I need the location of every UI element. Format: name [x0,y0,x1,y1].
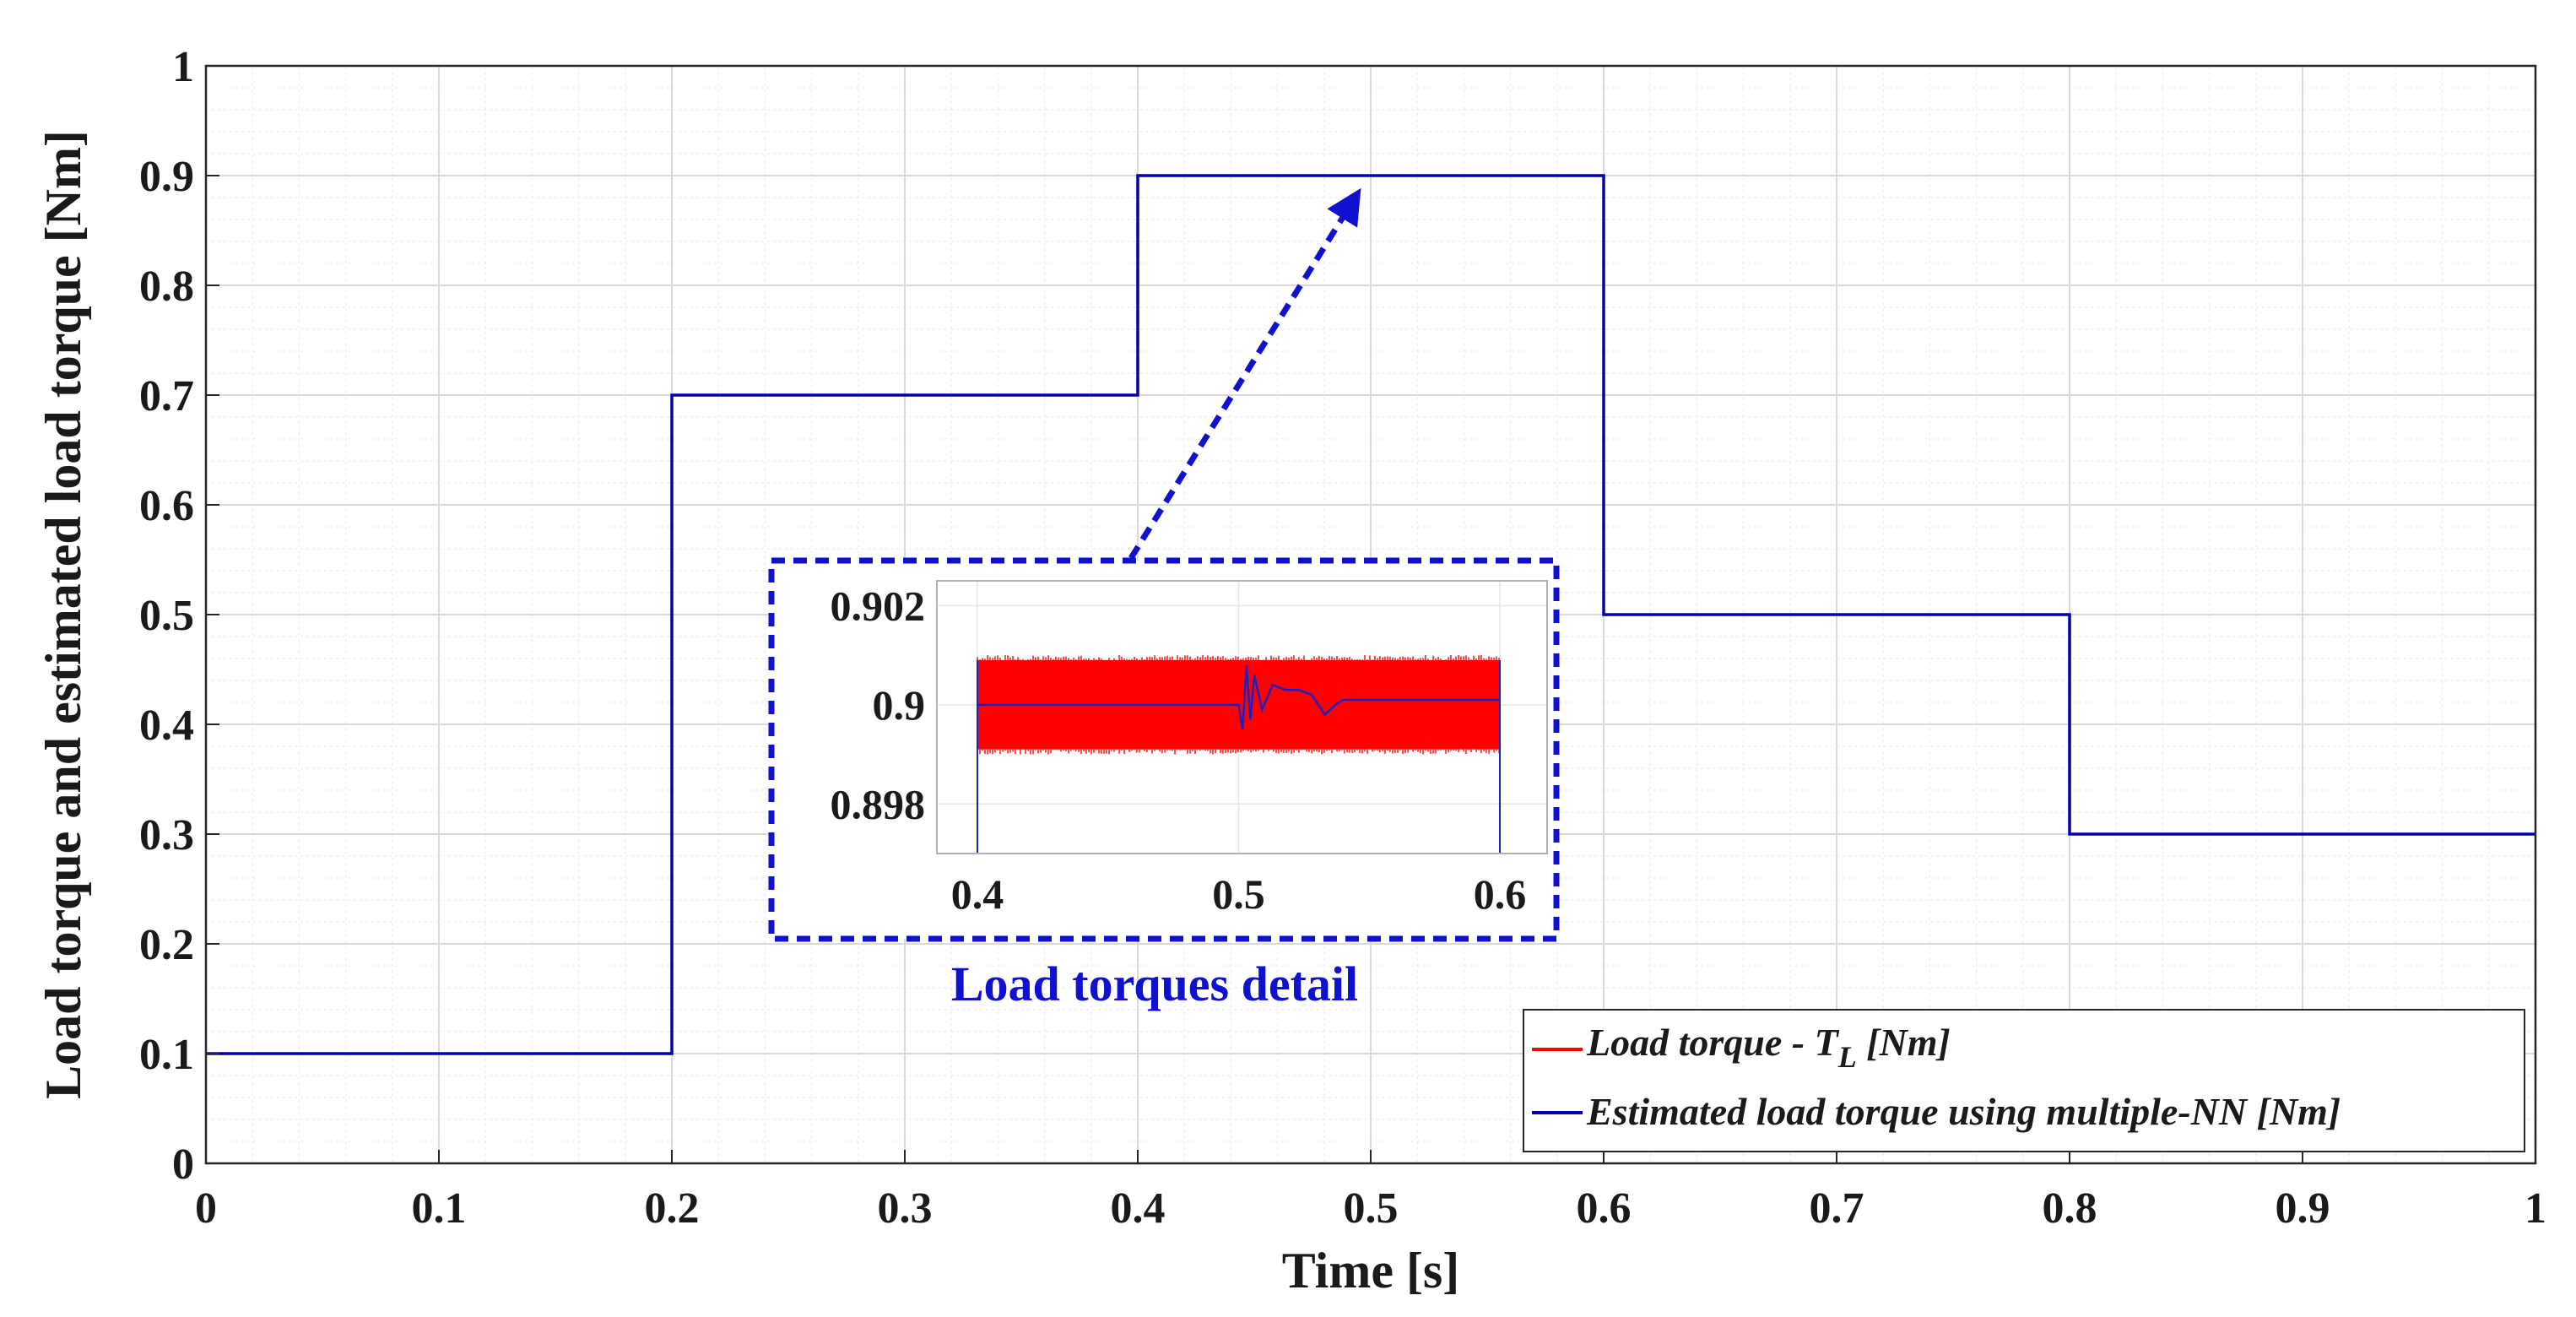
y-axis-label: Load torque and estimated load torque [N… [35,130,91,1099]
x-tick-label: 0 [195,1184,217,1233]
y-tick-label: 0.9 [139,153,194,201]
x-tick-label: 0.2 [645,1184,700,1233]
x-tick-label: 0.6 [1577,1184,1632,1233]
inset-x-tick-label: 0.4 [951,870,1004,918]
x-axis-label: Time [s] [1282,1243,1460,1298]
inset-x-tick-label: 0.6 [1474,870,1527,918]
y-tick-label: 0.3 [139,811,194,859]
inset-y-tick-label: 0.9 [873,681,926,729]
inset-x-tick-label: 0.5 [1212,870,1265,918]
x-tick-label: 1 [2525,1184,2546,1233]
x-tick-label: 0.9 [2276,1184,2330,1233]
y-tick-label: 0.1 [139,1031,194,1079]
inset-title: Load torques detail [951,957,1358,1011]
y-tick-label: 1 [172,43,194,91]
figure: 0 0.1 0.2 0.3 0.4 0.5 0.6 0.7 0.8 0.9 1 0 0.1 0.2 0.3… [0,0,2576,1317]
legend-label-estimated: Estimated load torque using multiple-NN … [1586,1090,2341,1133]
legend-label-load-torque: Load torque - T [1586,1021,1840,1064]
legend: Load torque - TL [Nm] Estimated load tor… [1523,1010,2525,1152]
inset-y-tick-label: 0.902 [831,582,926,629]
y-tick-label: 0.6 [139,482,194,530]
x-tick-label: 0.7 [1810,1184,1864,1233]
y-tick-label: 0.8 [139,263,194,311]
inset-y-tick-label: 0.898 [831,780,926,827]
x-tick-label: 0.4 [1111,1184,1166,1233]
legend-label-subscript: L [1837,1040,1857,1074]
x-tick-label: 0.3 [878,1184,933,1233]
x-tick-label: 0.8 [2043,1184,2097,1233]
legend-label-unit: [Nm] [1857,1021,1951,1064]
x-tick-label: 0.1 [412,1184,467,1233]
y-tick-label: 0.7 [139,372,194,420]
x-tick-label: 0.5 [1344,1184,1399,1233]
y-tick-label: 0.2 [139,921,194,969]
y-tick-label: 0.4 [139,702,194,750]
y-tick-label: 0 [172,1141,194,1189]
y-tick-label: 0.5 [139,592,194,640]
